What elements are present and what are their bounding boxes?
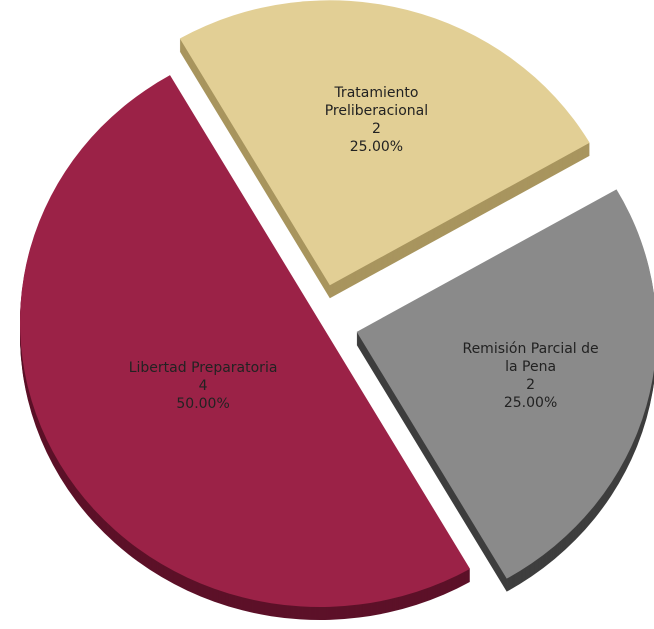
slice: [356, 189, 654, 579]
percentage-label: 50.00%: [176, 396, 230, 413]
value-label: 2: [526, 377, 536, 394]
category-label: Libertad Preparatoria: [128, 360, 278, 377]
slice-label: Libertad Preparatoria 4 50.00%: [98, 359, 308, 413]
slice-label: Tratamiento Preliberacional 2 25.00%: [301, 84, 451, 156]
slice: [20, 75, 470, 608]
percentage-label: 25.00%: [503, 395, 558, 412]
slice: [179, 0, 590, 286]
slice-label: Remisión Parcial de la Pena 2 25.00%: [456, 340, 606, 412]
value-label: 2: [371, 121, 381, 138]
category-label: Remisión Parcial de la Pena: [462, 341, 599, 376]
category-label: Tratamiento Preliberacional: [324, 85, 429, 120]
percentage-label: 25.00%: [349, 139, 404, 156]
value-label: 4: [198, 378, 208, 395]
